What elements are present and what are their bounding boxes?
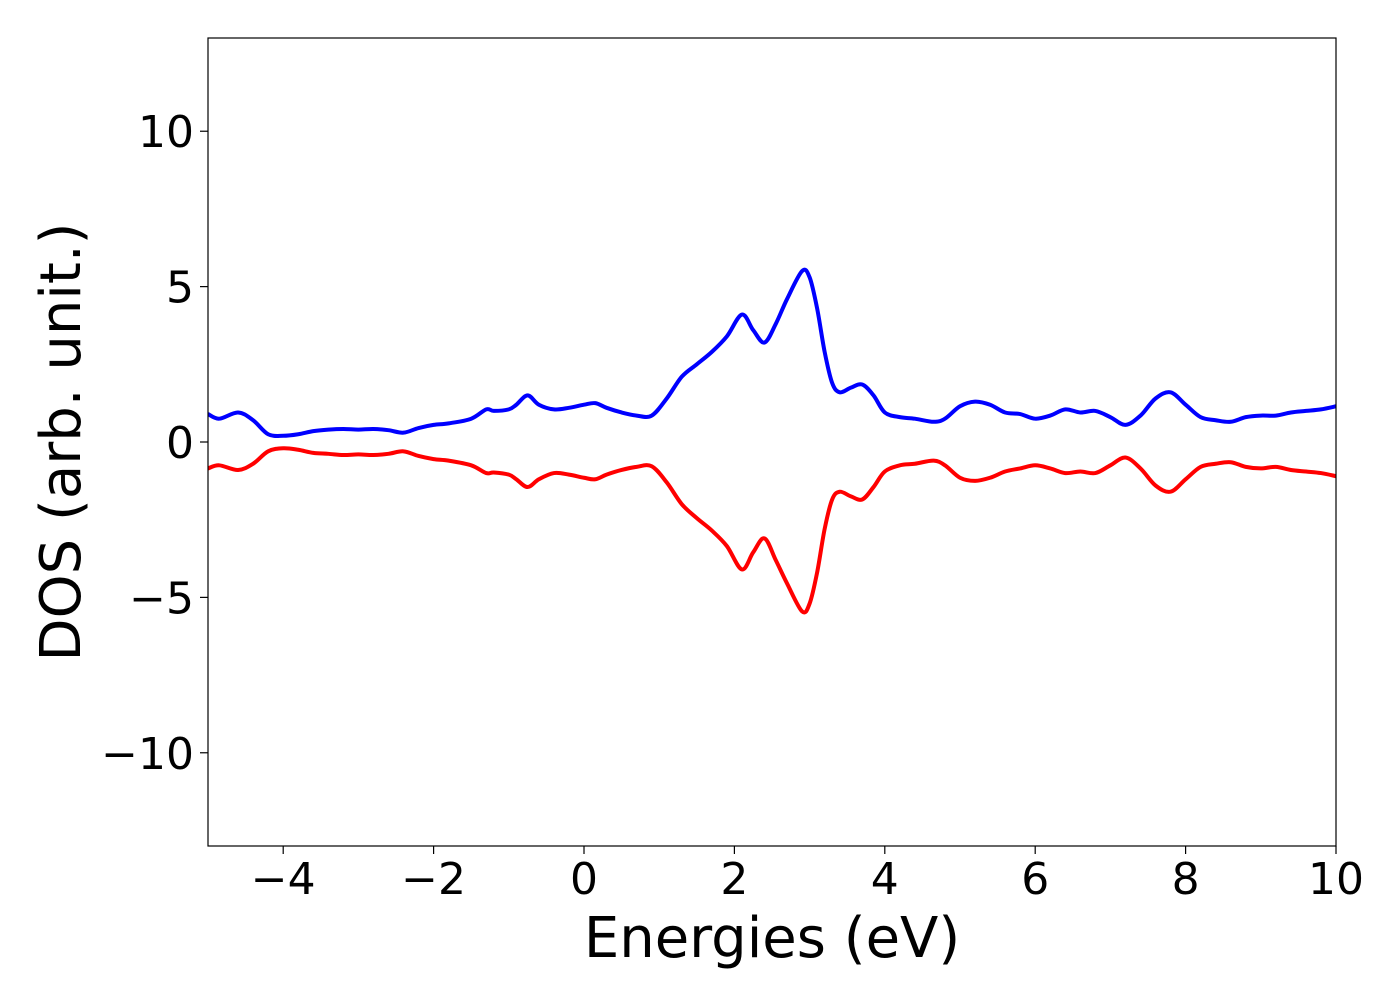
y-tick-label: 5 [166,263,194,314]
y-axis-label: DOS (arb. unit.) [29,222,94,661]
x-tick-label: −2 [401,854,466,905]
x-axis-label: Energies (eV) [584,906,960,971]
y-tick-label: 0 [166,418,194,469]
x-axis-ticks: −4 −2 0 2 4 6 8 10 [251,846,1364,905]
y-tick-label: −5 [129,573,194,624]
y-axis-ticks: 10 5 0 −5 −10 [101,107,208,780]
x-tick-label: 2 [720,854,748,905]
x-tick-label: 0 [570,854,598,905]
x-tick-label: 6 [1021,854,1049,905]
series-line-2 [208,446,1336,615]
y-tick-label: −10 [101,729,194,780]
x-tick-label: 8 [1172,854,1200,905]
x-tick-label: 10 [1308,854,1364,905]
series-line-1 [208,267,1336,438]
x-tick-label: −4 [251,854,316,905]
series-layer [208,267,1336,615]
x-tick-label: 4 [871,854,899,905]
y-tick-label: 10 [138,107,194,158]
